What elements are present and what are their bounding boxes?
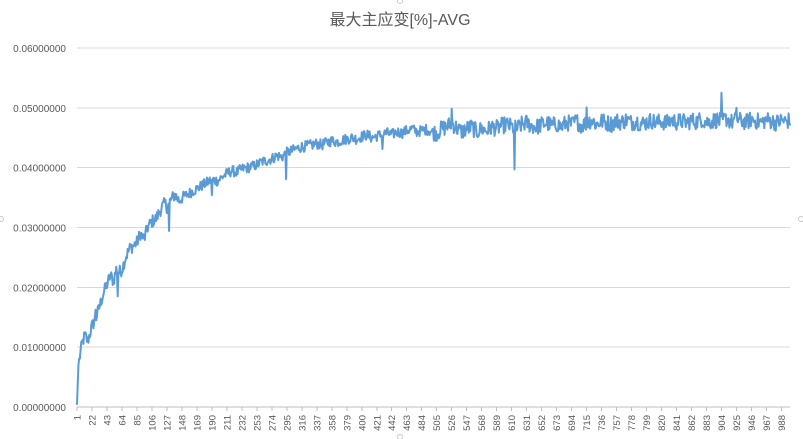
x-tick-label: 652 [537, 415, 548, 431]
x-tick-label: 253 [252, 415, 263, 431]
x-tick-label: 442 [387, 415, 398, 431]
x-tick-label: 673 [552, 415, 563, 431]
x-tick-label: 316 [297, 415, 308, 431]
x-tick-label: 547 [462, 415, 473, 431]
x-tick-label: 862 [687, 415, 698, 431]
x-tick-label: 22 [87, 415, 98, 426]
x-tick-label: 778 [627, 415, 638, 431]
x-tick-label: 106 [147, 415, 158, 431]
x-axis: 1 22 43 64 85 106 127 148 169 190 211 232 253 274 295 3… [73, 406, 790, 431]
y-tick-label: 0.01000000 [13, 343, 66, 354]
x-tick-label: 988 [777, 415, 788, 431]
x-tick-label: 610 [507, 415, 518, 431]
x-tick-label: 904 [717, 415, 728, 431]
x-tick-label: 379 [342, 415, 353, 431]
resize-handle[interactable] [397, 434, 403, 439]
x-tick-label: 400 [357, 415, 368, 431]
x-tick-label: 232 [237, 415, 248, 431]
resize-handle[interactable] [798, 216, 803, 222]
resize-handle[interactable] [397, 0, 403, 4]
x-tick-label: 589 [492, 415, 503, 431]
x-tick-label: 946 [747, 415, 758, 431]
x-tick-label: 715 [582, 415, 593, 431]
x-tick-label: 274 [267, 415, 278, 431]
series-layer [76, 91, 791, 406]
gridlines [77, 47, 790, 348]
x-tick-label: 631 [522, 415, 533, 431]
x-tick-label: 211 [222, 415, 233, 430]
x-tick-label: 841 [672, 415, 683, 431]
series-line [76, 91, 791, 406]
resize-handle[interactable] [0, 216, 4, 222]
x-tick-label: 736 [597, 415, 608, 431]
x-tick-label: 169 [192, 415, 203, 431]
y-tick-label: 0.06000000 [13, 44, 66, 55]
y-tick-label: 0.05000000 [13, 104, 66, 115]
x-tick-label: 85 [132, 415, 143, 426]
x-tick-label: 925 [732, 415, 743, 431]
x-tick-label: 148 [177, 415, 188, 431]
x-tick-label: 337 [312, 415, 323, 431]
x-tick-label: 757 [612, 415, 623, 431]
y-tick-label: 0.03000000 [13, 224, 66, 235]
x-tick-label: 505 [432, 415, 443, 431]
x-tick-label: 526 [447, 415, 458, 431]
x-tick-label: 967 [762, 415, 773, 431]
x-tick-label: 127 [162, 415, 173, 431]
x-tick-label: 463 [402, 415, 413, 431]
y-tick-label: 0.04000000 [13, 164, 66, 175]
x-tick-label: 1 [73, 415, 84, 420]
y-tick-label: 0.02000000 [13, 283, 66, 294]
x-tick-label: 190 [207, 415, 218, 431]
chart-title: 最大主应变[%]-AVG [329, 10, 470, 29]
y-axis-tick-labels: 0.00000000 0.01000000 0.02000000 0.03000000… [13, 44, 66, 414]
x-tick-label: 568 [477, 415, 488, 431]
x-tick-label: 799 [642, 415, 653, 431]
y-tick-label: 0.00000000 [13, 403, 66, 414]
x-tick-label: 883 [702, 415, 713, 431]
x-tick-label: 421 [372, 415, 383, 431]
x-tick-label: 820 [657, 415, 668, 431]
x-tick-label: 358 [327, 415, 338, 431]
x-tick-label: 43 [102, 415, 113, 426]
x-tick-label: 295 [282, 415, 293, 431]
x-tick-label: 484 [417, 415, 428, 431]
x-tick-label: 64 [117, 415, 128, 426]
x-tick-label: 694 [567, 415, 578, 431]
